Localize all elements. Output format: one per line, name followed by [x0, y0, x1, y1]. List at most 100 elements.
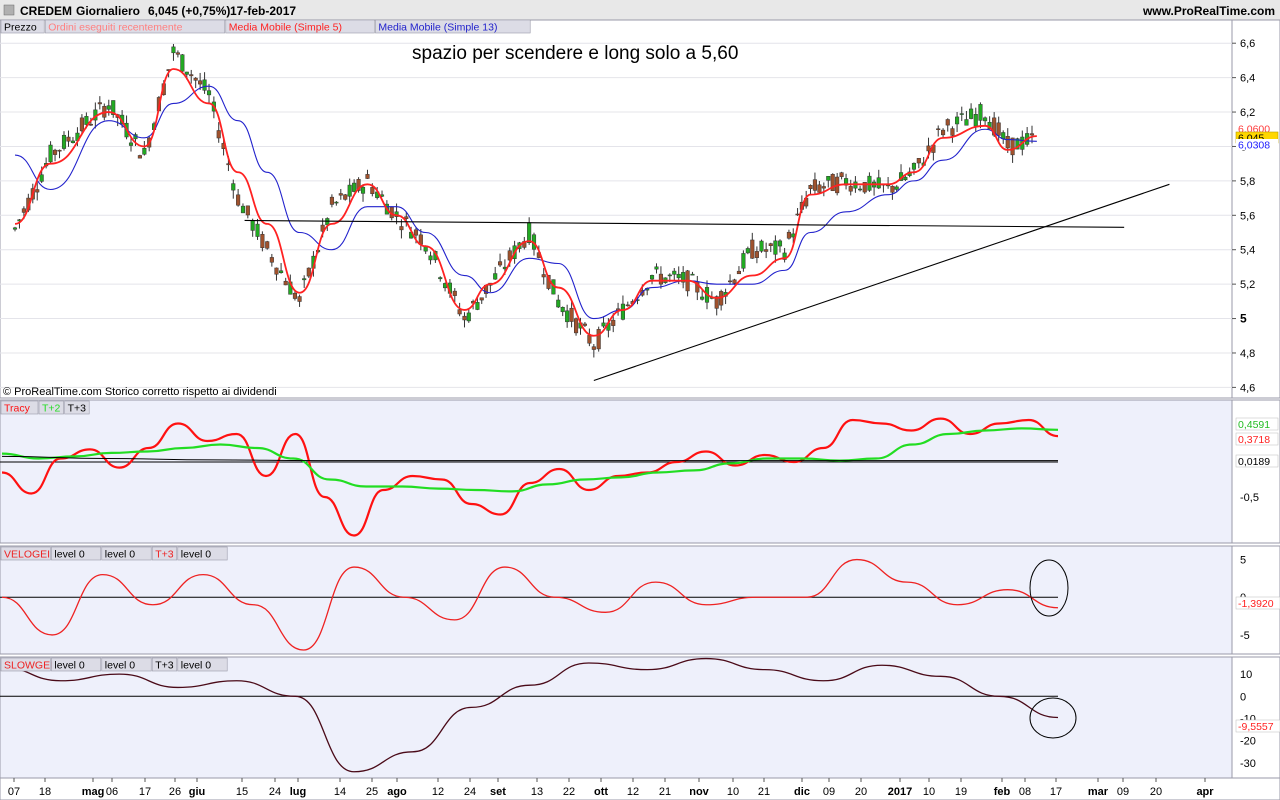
candle-body: [269, 257, 274, 263]
tracy-legend-box[interactable]: [38, 400, 64, 415]
slowgei-line: [1, 657, 1059, 773]
date-label: 17-feb-2017: [230, 4, 296, 18]
price-legend-box[interactable]: [375, 19, 531, 34]
x-tick-label: 06: [106, 786, 118, 798]
price-legend-item: Prezzo: [4, 22, 37, 34]
candle-body: [334, 201, 339, 204]
candle-body: [736, 270, 741, 275]
x-tick-label: 24: [464, 786, 476, 798]
candle-body: [52, 149, 58, 155]
candle-body: [245, 205, 250, 216]
candle-body: [343, 194, 348, 200]
candle-body: [1015, 138, 1020, 150]
candle-body: [70, 140, 76, 143]
tracy-legend-box[interactable]: [64, 400, 90, 415]
slowgei-legend-item: level 0: [105, 660, 136, 672]
candle-body: [782, 252, 787, 260]
price-legend-item: Media Mobile (Simple 5): [229, 22, 342, 34]
velogei-layer: [0, 558, 1069, 651]
tracy-legend-item: T+2: [42, 403, 61, 415]
candle-body: [97, 102, 102, 105]
candle-body: [876, 177, 881, 189]
x-axis-bg: [0, 777, 1280, 800]
velogei-legend-box[interactable]: [177, 546, 228, 561]
candle-body: [84, 116, 89, 125]
candle-body: [964, 119, 969, 126]
candle-body: [206, 90, 212, 96]
candle-body: [556, 299, 561, 308]
x-tick-label: 18: [39, 786, 51, 798]
candle-body: [945, 119, 950, 126]
candle-body: [457, 309, 462, 315]
candle-body: [279, 270, 284, 274]
candle-body: [611, 319, 616, 326]
candle-body: [903, 176, 908, 180]
candle-body: [306, 267, 311, 277]
candle-body: [338, 193, 343, 196]
candle-body: [475, 302, 480, 310]
velogei-legend-box[interactable]: [0, 546, 51, 561]
slowgei-legend-box[interactable]: [0, 657, 51, 672]
candle-body: [759, 240, 764, 252]
candle-body: [527, 222, 532, 244]
candle-body: [817, 184, 822, 193]
candle-body: [582, 323, 587, 326]
candle-body: [565, 310, 570, 323]
candle-body: [198, 80, 203, 85]
candle-body: [959, 113, 964, 115]
tracy-value-tag-label: 0,0189: [1238, 456, 1270, 468]
x-tick-label: set: [490, 786, 506, 798]
price-legend-item: Media Mobile (Simple 13): [378, 22, 497, 34]
tracy-legend-box[interactable]: [0, 400, 39, 415]
candle-body: [274, 267, 279, 275]
candle-body: [137, 155, 142, 159]
candle-body: [12, 227, 18, 230]
candle-body: [786, 231, 791, 239]
candle-body: [768, 243, 773, 246]
candle-body: [826, 176, 831, 181]
velogei-legend-box[interactable]: [101, 546, 152, 561]
x-tick-label: 12: [627, 786, 639, 798]
price-legend-box[interactable]: [0, 19, 45, 34]
x-tick-label: 21: [659, 786, 671, 798]
price-tick-label: 6,6: [1240, 38, 1255, 50]
candle-body: [830, 174, 835, 192]
price-legend-box[interactable]: [44, 19, 226, 34]
price-legend-box[interactable]: [225, 19, 375, 34]
slowgei-legend-item: level 0: [54, 660, 85, 672]
x-tick-label: 09: [823, 786, 835, 798]
velogei-tick-label: -5: [1240, 630, 1250, 642]
candle-body: [848, 186, 853, 192]
candle-body: [61, 134, 67, 149]
slowgei-legend-box[interactable]: [101, 657, 152, 672]
candle-body: [587, 335, 592, 344]
slowgei-legend-box[interactable]: [51, 657, 102, 672]
candle-body: [236, 194, 241, 206]
candle-body: [560, 307, 565, 313]
candle-body: [591, 346, 596, 350]
velogei-legend-box[interactable]: [151, 546, 178, 561]
candle-body: [916, 158, 921, 164]
slowgei-legend-item: SLOWGEI: [4, 660, 53, 672]
candle-body: [926, 145, 931, 152]
candle-body: [498, 261, 503, 266]
slowgei-legend-box[interactable]: [177, 657, 228, 672]
menu-icon[interactable]: [3, 4, 15, 16]
x-tick-label: 2017: [888, 786, 912, 798]
tracy-legend-item: Tracy: [4, 403, 31, 415]
candle-body: [142, 147, 147, 155]
candle-body: [260, 234, 265, 249]
x-tick-label: 07: [8, 786, 20, 798]
candle-body: [66, 136, 71, 142]
highlight-ellipse: [1029, 697, 1077, 739]
candle-body: [452, 290, 457, 296]
candle-body: [231, 183, 236, 191]
candle-body: [356, 179, 361, 191]
x-tick-label: 09: [1117, 786, 1129, 798]
candle-body: [667, 274, 672, 277]
velogei-legend-box[interactable]: [51, 546, 102, 561]
slowgei-legend-box[interactable]: [151, 657, 178, 672]
candle-body: [596, 329, 601, 350]
candle-body: [858, 188, 863, 191]
copyright-note: © ProRealTime.com Storico corretto rispe…: [3, 386, 277, 398]
